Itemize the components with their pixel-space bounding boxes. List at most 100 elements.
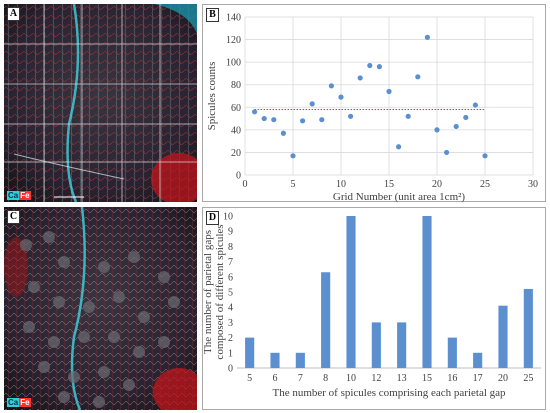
mineral-map-c bbox=[4, 207, 197, 410]
parietal-gap-mark bbox=[78, 331, 90, 343]
data-point bbox=[357, 75, 363, 81]
bar bbox=[371, 322, 381, 368]
y-tick-label: 4 bbox=[228, 303, 233, 314]
mineral-map-a bbox=[4, 4, 197, 202]
data-point bbox=[328, 83, 334, 89]
bar bbox=[447, 337, 457, 368]
y-axis-title-line: composed of different spicules bbox=[214, 224, 226, 359]
parietal-gap-mark bbox=[113, 291, 125, 303]
parietal-gap-mark bbox=[83, 301, 95, 313]
data-point bbox=[386, 88, 392, 95]
x-axis-title: The number of spicules comprising each p… bbox=[272, 387, 506, 399]
x-axis-title: Grid Number (unit area 1cm²) bbox=[333, 191, 466, 203]
x-tick-label: 30 bbox=[528, 179, 538, 190]
parietal-gap-mark bbox=[158, 336, 170, 348]
y-tick-label: 0 bbox=[228, 364, 233, 375]
x-tick-label: 12 bbox=[371, 373, 381, 384]
panel-a-legend: Ca Fe bbox=[7, 191, 31, 200]
data-point bbox=[434, 127, 440, 133]
panel-d-letter: D bbox=[206, 211, 219, 225]
panel-c-letter: C bbox=[7, 210, 20, 224]
data-point bbox=[271, 117, 277, 123]
bar bbox=[523, 288, 533, 368]
parietal-gap-mark bbox=[43, 231, 55, 243]
data-point bbox=[376, 64, 382, 70]
y-tick-label: 10 bbox=[223, 212, 233, 223]
x-tick-label: 15 bbox=[422, 373, 432, 384]
y-tick-label: 5 bbox=[228, 288, 233, 299]
y-axis-title-line: The number of parietal gaps bbox=[203, 230, 214, 354]
data-point bbox=[367, 62, 373, 69]
y-tick-label: 1 bbox=[228, 348, 233, 359]
y-tick-label: 8 bbox=[228, 242, 233, 253]
data-point bbox=[300, 118, 306, 124]
bar bbox=[473, 352, 483, 368]
x-tick-label: 10 bbox=[336, 179, 346, 190]
x-tick-label: 17 bbox=[473, 373, 483, 384]
y-tick-label: 60 bbox=[231, 103, 241, 114]
parietal-gap-mark bbox=[138, 311, 150, 323]
y-tick-label: 3 bbox=[228, 318, 233, 329]
bar bbox=[397, 322, 407, 368]
data-point bbox=[463, 114, 469, 121]
parietal-gap-mark bbox=[123, 379, 135, 391]
x-tick-label: 5 bbox=[247, 373, 252, 384]
parietal-gap-mark bbox=[23, 321, 35, 333]
parietal-gap-mark bbox=[133, 346, 145, 358]
bar bbox=[245, 337, 255, 368]
parietal-gap-mark bbox=[93, 396, 105, 408]
legend-ca: Ca bbox=[7, 191, 20, 200]
scatter-plot: 0 20 40 60 80 100 120 140 0 5 10 15 20 25 30 Grid Numbe… bbox=[206, 13, 538, 204]
bar bbox=[498, 305, 508, 368]
data-point bbox=[252, 109, 258, 115]
bar bbox=[321, 272, 331, 368]
y-tick-label: 6 bbox=[228, 272, 233, 283]
x-tick-label: 8 bbox=[323, 373, 328, 384]
bar bbox=[422, 216, 432, 368]
legend-ca: Ca bbox=[7, 398, 20, 407]
parietal-gap-mark bbox=[68, 371, 80, 383]
panel-a-letter: A bbox=[7, 7, 20, 21]
x-tick-label: 0 bbox=[243, 179, 248, 190]
data-point bbox=[290, 153, 296, 159]
parietal-gap-mark bbox=[48, 336, 60, 348]
legend-fe: Fe bbox=[19, 398, 31, 407]
parietal-gap-mark bbox=[20, 239, 32, 251]
panel-a-image: A Ca Fe bbox=[4, 4, 197, 202]
y-axis-title: Spicules counts bbox=[206, 62, 218, 131]
y-tick-label: 2 bbox=[228, 333, 233, 344]
parietal-gap-mark bbox=[58, 256, 70, 268]
data-point bbox=[396, 144, 402, 150]
data-point bbox=[319, 117, 325, 123]
y-tick-label: 100 bbox=[226, 58, 241, 69]
y-tick-label: 140 bbox=[226, 13, 241, 24]
data-point bbox=[280, 130, 286, 136]
y-tick-label: 80 bbox=[231, 80, 241, 91]
parietal-gap-mark bbox=[128, 251, 140, 263]
data-point bbox=[472, 102, 478, 108]
parietal-gap-mark bbox=[108, 331, 120, 343]
x-tick-label: 25 bbox=[480, 179, 490, 190]
x-tick-label: 7 bbox=[298, 373, 303, 384]
parietal-gap-mark bbox=[38, 361, 50, 373]
x-tick-label: 15 bbox=[384, 179, 394, 190]
parietal-gap-mark bbox=[28, 281, 40, 293]
bar bbox=[295, 352, 305, 368]
data-point bbox=[348, 113, 354, 119]
panel-b-chart: 0 20 40 60 80 100 120 140 0 5 10 15 20 25 30 Grid Numbe… bbox=[202, 4, 546, 204]
panel-c-image: C Ca Fe bbox=[4, 207, 197, 410]
data-point bbox=[261, 115, 267, 122]
x-tick-label: 5 bbox=[291, 179, 296, 190]
data-point bbox=[415, 74, 421, 80]
parietal-gap-mark bbox=[158, 271, 170, 283]
x-tick-label: 25 bbox=[523, 373, 533, 384]
y-tick-label: 40 bbox=[231, 125, 241, 136]
parietal-gap-mark bbox=[58, 391, 70, 403]
y-tick-label: 20 bbox=[231, 148, 241, 159]
parietal-gap-mark bbox=[168, 296, 180, 308]
y-tick-label: 9 bbox=[228, 227, 233, 238]
data-point bbox=[338, 94, 344, 100]
y-tick-label: 7 bbox=[228, 257, 233, 268]
panel-d-chart: 0 1 2 3 4 5 6 7 8 9 10 5 6 7 8 10 12 13 15 16 17 20 25 The numb… bbox=[202, 207, 546, 410]
